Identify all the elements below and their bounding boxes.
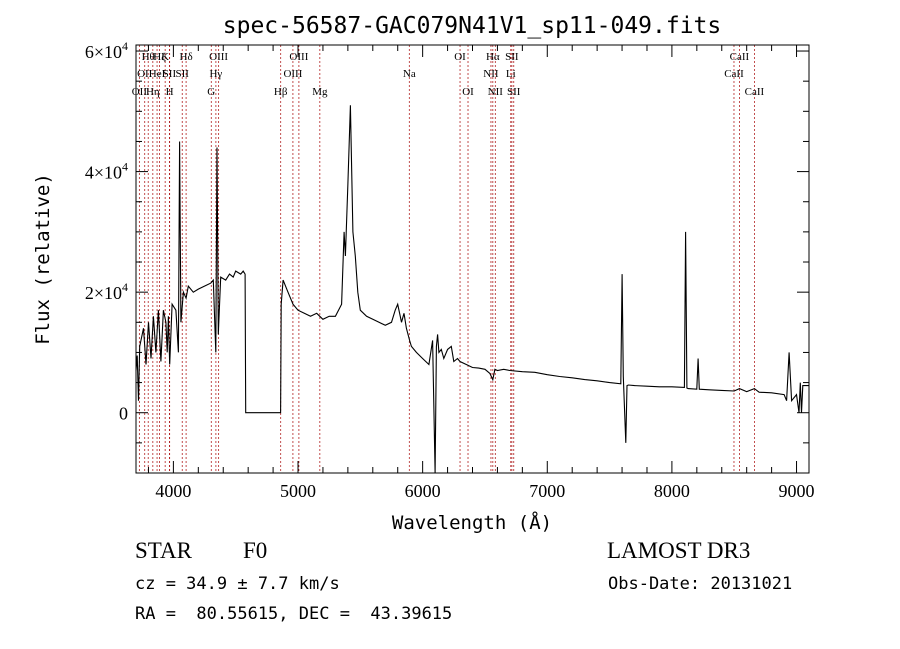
spectral-line-label: Mg [312, 86, 328, 98]
y-axis-label: Flux (relative) [32, 173, 54, 345]
spectral-line-label: Na [403, 68, 416, 80]
observation-date: Obs-Date: 20131021 [608, 574, 793, 594]
spectral-line-label: Hα [486, 51, 500, 63]
spectral-line-label: H [166, 86, 174, 98]
spectral-line-label: Hβ [274, 86, 288, 98]
y-tick-label: 2×104 [85, 280, 128, 303]
y-axis: 0 2×104 4×104 6×104 [85, 39, 809, 474]
spectral-line-label: OIII [283, 68, 302, 80]
spectral-line-label: Hθ [142, 51, 155, 63]
y-tick-label: 0 [119, 404, 128, 424]
spectral-line-label: OI [454, 51, 466, 63]
spectral-line-labels: OIIOIIHθHηHeIHζKSIIHSIIHδGHγOIIIHβOIIIOI… [132, 51, 765, 98]
spectral-line-label: G [207, 86, 215, 98]
x-tick-label: 4000 [155, 481, 191, 501]
spectrum-series-line [135, 105, 809, 474]
spectral-line-label: Li [506, 68, 516, 80]
plot-frame [135, 44, 810, 474]
spectral-line-label: OIII [209, 51, 228, 63]
y-tick-label: 4×104 [85, 160, 128, 183]
spectral-line-label: Hζ [153, 51, 166, 63]
object-class: STAR [135, 538, 192, 563]
spectral-line-label: CaII [745, 86, 765, 98]
spectral-line-label: NII [488, 86, 504, 98]
spectral-line-label: K [161, 51, 169, 63]
x-tick-label: 8000 [654, 481, 690, 501]
redshift-cz: cz = 34.9 ± 7.7 km/s [135, 574, 340, 594]
chart-title: spec-56587-GAC079N41V1_sp11-049.fits [223, 13, 722, 39]
x-tick-label: 5000 [280, 481, 316, 501]
spectral-line-label: SII [505, 51, 519, 63]
spectral-line-label: OIII [289, 51, 308, 63]
x-tick-label: 6000 [405, 481, 441, 501]
spectral-line-label: OI [462, 86, 474, 98]
spectral-line-label: OII [137, 68, 153, 80]
spectral-line-markers [138, 45, 755, 473]
object-subclass: F0 [243, 538, 268, 563]
x-tick-label: 7000 [529, 481, 565, 501]
x-axis: 4000 5000 6000 7000 8000 9000 [147, 45, 815, 501]
spectral-line-label: Hγ [209, 68, 222, 80]
spectral-line-label: Hη [146, 86, 160, 98]
spectral-line-label: HeI [149, 68, 166, 80]
spectral-line-label: CaII [730, 51, 750, 63]
spectral-line-label: CaII [724, 68, 744, 80]
spectral-line-label: SII [176, 68, 190, 80]
spectral-line-label: NII [483, 68, 499, 80]
survey-name: LAMOST DR3 [607, 538, 751, 563]
ra-dec-coordinates: RA = 80.55615, DEC = 43.39615 [135, 604, 453, 624]
spectral-line-label: Hδ [180, 51, 193, 63]
spectral-line-label: SII [163, 68, 177, 80]
x-axis-label: Wavelength (Å) [392, 511, 552, 534]
spectral-line-label: SII [507, 86, 521, 98]
y-tick-label: 6×104 [85, 39, 128, 62]
x-tick-label: 9000 [779, 481, 815, 501]
